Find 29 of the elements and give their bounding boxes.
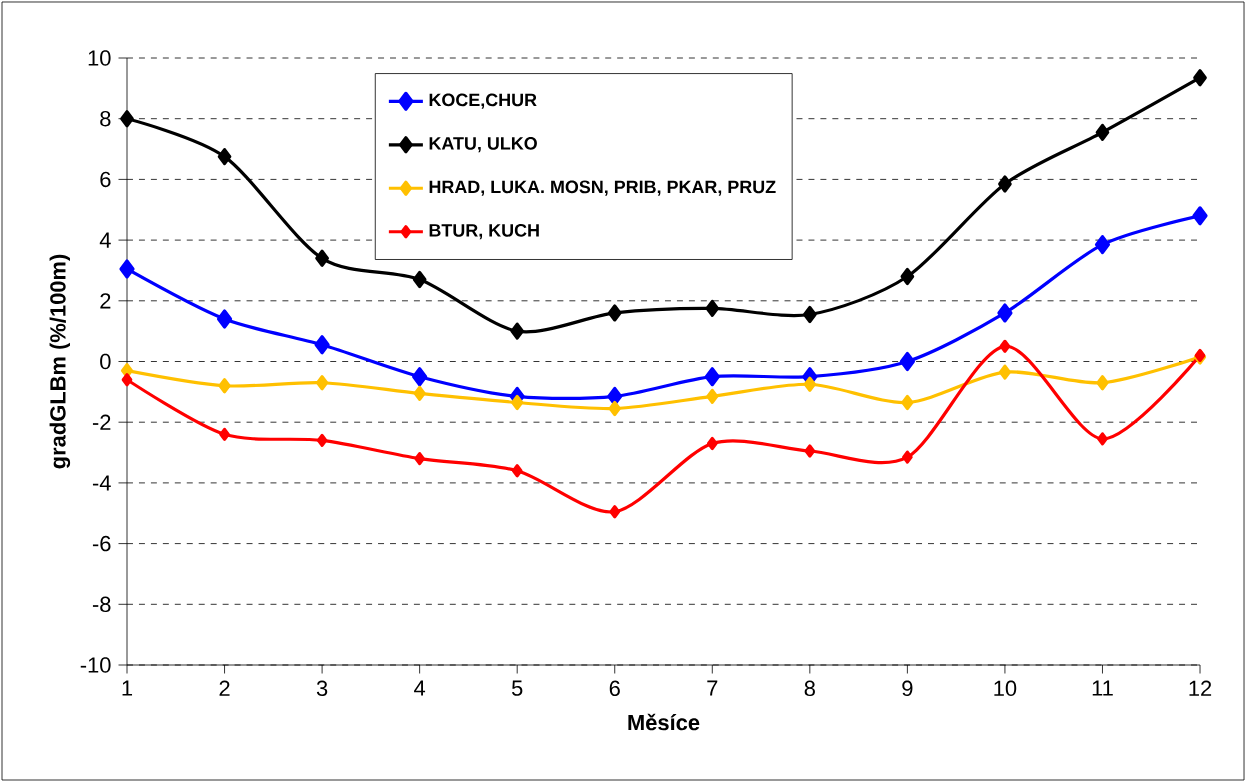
x-tick-label: 9 <box>902 680 913 697</box>
x-tick-label: 12 <box>1189 680 1212 696</box>
x-tick-label: 11 <box>1092 680 1113 696</box>
x-tick-label: 1 <box>122 680 133 696</box>
y-tick-label: -4 <box>92 475 111 491</box>
legend-label: KOCE,CHUR <box>429 93 537 109</box>
x-tick-label: 7 <box>707 680 718 696</box>
y-tick-label: -8 <box>92 596 111 613</box>
y-tick-label: -2 <box>92 414 111 430</box>
x-tick-label: 8 <box>804 680 815 697</box>
y-tick-label: 10 <box>88 50 111 66</box>
x-axis-title: Měsíce <box>628 713 700 731</box>
legend-label: BTUR, KUCH <box>429 223 539 240</box>
legend-label: KATU, ULKO <box>429 137 537 153</box>
y-tick-label: 0 <box>100 353 111 370</box>
y-axis-title: gradGLBm (%/100m) <box>49 254 71 469</box>
legend-label: HRAD, LUKA. MOSN, PRIB, PKAR, PRUZ <box>429 180 776 196</box>
y-tick-label: -6 <box>92 535 111 552</box>
x-tick-label: 10 <box>994 680 1017 697</box>
x-tick-label: 2 <box>219 680 230 696</box>
x-tick-label: 3 <box>316 680 328 697</box>
y-tick-label: 4 <box>99 232 111 248</box>
y-tick-label: 8 <box>100 110 111 127</box>
y-tick-label: 2 <box>100 293 111 309</box>
y-tick-label: 6 <box>100 171 111 188</box>
x-tick-label: 5 <box>511 680 523 696</box>
x-tick-label: 4 <box>414 680 426 696</box>
x-tick-label: 6 <box>609 680 620 697</box>
y-tick-label: -10 <box>80 657 111 673</box>
